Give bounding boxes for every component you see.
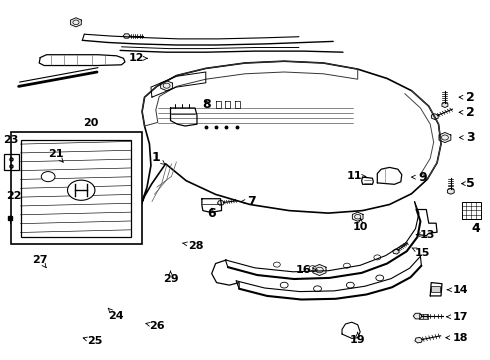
Polygon shape	[431, 114, 438, 120]
Polygon shape	[413, 313, 422, 319]
Bar	[4, 154, 19, 170]
Text: 20: 20	[83, 118, 99, 128]
Text: 28: 28	[183, 240, 204, 251]
Circle shape	[41, 172, 55, 182]
Text: 18: 18	[446, 333, 468, 343]
Polygon shape	[415, 337, 422, 343]
Polygon shape	[392, 249, 399, 254]
Bar	[431, 286, 440, 292]
Circle shape	[68, 180, 95, 200]
Polygon shape	[123, 34, 130, 38]
Text: 23: 23	[3, 135, 19, 145]
Text: 16: 16	[296, 265, 317, 275]
Text: 3: 3	[460, 131, 475, 144]
Text: 9: 9	[412, 171, 427, 184]
Bar	[419, 314, 428, 319]
Text: 13: 13	[416, 230, 435, 240]
Bar	[11, 132, 142, 244]
Polygon shape	[439, 132, 451, 143]
Text: 21: 21	[48, 149, 64, 162]
Text: 5: 5	[462, 177, 475, 190]
Text: 2: 2	[459, 91, 475, 104]
Text: 2: 2	[459, 106, 475, 119]
Text: 4: 4	[472, 222, 481, 235]
Text: 6: 6	[207, 207, 216, 220]
Text: 29: 29	[163, 271, 178, 284]
Text: 14: 14	[447, 285, 468, 295]
Text: 26: 26	[146, 321, 165, 331]
Text: 1: 1	[151, 151, 165, 165]
Polygon shape	[71, 18, 81, 27]
Polygon shape	[442, 103, 448, 108]
Text: 22: 22	[6, 191, 22, 201]
Text: 24: 24	[108, 308, 123, 321]
Text: 19: 19	[350, 332, 366, 345]
Text: 11: 11	[347, 171, 366, 181]
Bar	[21, 140, 131, 237]
Polygon shape	[313, 265, 326, 275]
Text: 7: 7	[241, 195, 256, 208]
Text: 8: 8	[202, 98, 211, 111]
Text: 10: 10	[353, 219, 368, 232]
Bar	[462, 202, 481, 219]
Text: 17: 17	[447, 312, 468, 322]
Text: 27: 27	[32, 255, 48, 268]
Text: 15: 15	[412, 248, 430, 258]
Text: 12: 12	[128, 53, 147, 63]
Polygon shape	[218, 201, 224, 205]
Text: 25: 25	[83, 336, 103, 346]
Polygon shape	[447, 188, 454, 194]
Polygon shape	[161, 81, 172, 91]
Polygon shape	[352, 212, 363, 221]
